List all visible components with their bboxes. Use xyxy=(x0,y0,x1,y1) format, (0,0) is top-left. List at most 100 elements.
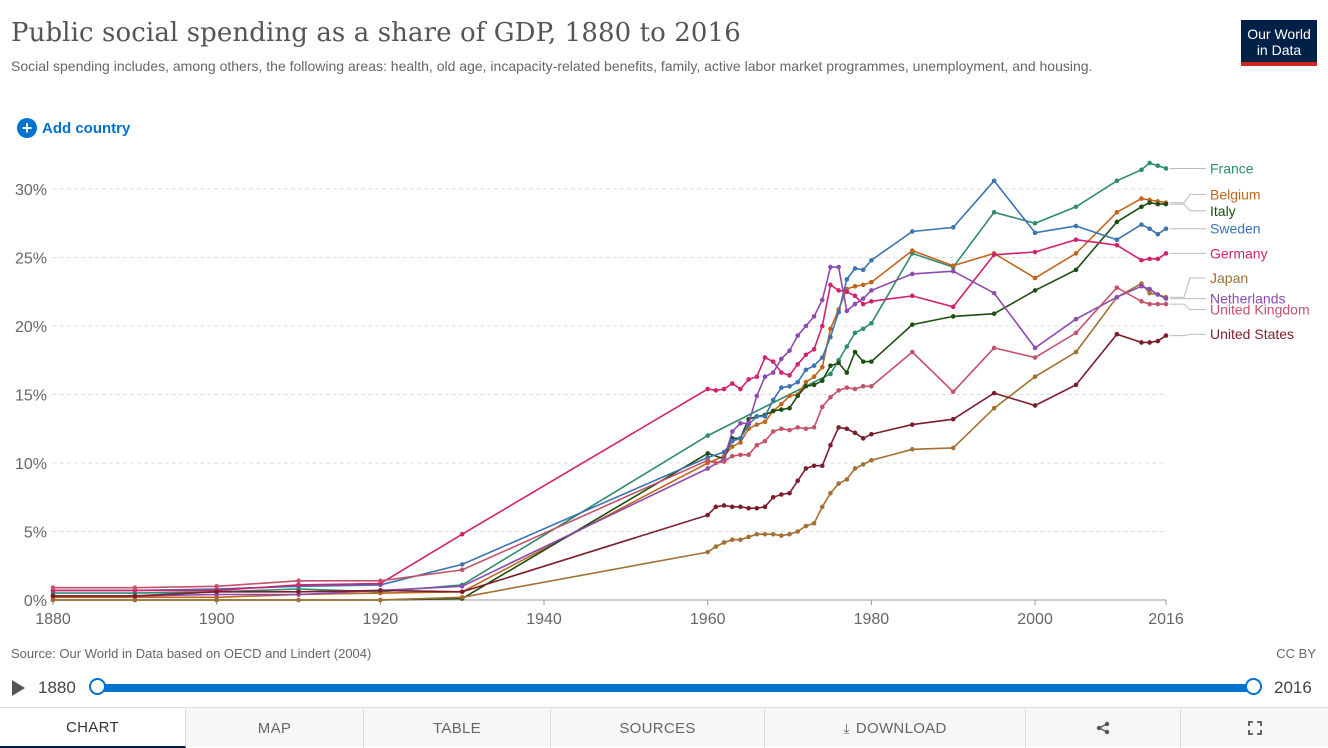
data-point[interactable] xyxy=(844,344,850,349)
data-point[interactable] xyxy=(803,367,809,373)
data-point[interactable] xyxy=(860,462,866,467)
data-point[interactable] xyxy=(1147,226,1152,232)
data-point[interactable] xyxy=(721,540,727,545)
data-point[interactable] xyxy=(991,209,997,215)
data-point[interactable] xyxy=(910,293,915,299)
data-point[interactable] xyxy=(721,459,727,464)
data-point[interactable] xyxy=(991,405,997,411)
series-label-sweden[interactable]: Sweden xyxy=(1210,221,1261,237)
tab-sources[interactable]: SOURCES xyxy=(551,708,765,748)
data-point[interactable] xyxy=(991,390,997,396)
data-point[interactable] xyxy=(1163,251,1169,256)
data-point[interactable] xyxy=(762,355,768,360)
data-point[interactable] xyxy=(1139,299,1144,304)
data-point[interactable] xyxy=(787,348,792,353)
data-point[interactable] xyxy=(869,288,874,293)
data-point[interactable] xyxy=(1032,345,1038,351)
data-point[interactable] xyxy=(910,422,915,427)
data-point[interactable] xyxy=(819,355,825,360)
data-point[interactable] xyxy=(779,426,784,432)
data-point[interactable] xyxy=(746,534,751,540)
tab-chart[interactable]: CHART xyxy=(0,708,186,748)
data-point[interactable] xyxy=(754,414,760,419)
data-point[interactable] xyxy=(459,567,465,573)
data-point[interactable] xyxy=(860,436,866,441)
data-point[interactable] xyxy=(1139,196,1144,201)
data-point[interactable] xyxy=(1114,209,1120,215)
timeline-end-handle[interactable] xyxy=(1245,678,1262,695)
data-point[interactable] xyxy=(770,397,776,403)
data-point[interactable] xyxy=(950,445,956,451)
data-point[interactable] xyxy=(1114,331,1120,337)
data-point[interactable] xyxy=(132,585,138,590)
data-point[interactable] xyxy=(1032,220,1038,226)
data-point[interactable] xyxy=(950,268,956,274)
data-point[interactable] xyxy=(852,283,858,289)
series-line-sweden[interactable] xyxy=(53,179,1167,592)
series-line-netherlands[interactable] xyxy=(53,266,1167,597)
data-point[interactable] xyxy=(828,442,833,448)
data-point[interactable] xyxy=(1139,167,1144,173)
data-point[interactable] xyxy=(713,544,719,549)
data-point[interactable] xyxy=(950,314,956,319)
data-point[interactable] xyxy=(836,388,841,393)
data-point[interactable] xyxy=(50,593,56,599)
data-point[interactable] xyxy=(803,323,809,329)
data-point[interactable] xyxy=(787,531,792,537)
data-point[interactable] xyxy=(869,383,874,389)
data-point[interactable] xyxy=(378,588,383,593)
data-point[interactable] xyxy=(819,504,825,510)
data-point[interactable] xyxy=(746,452,751,458)
data-point[interactable] xyxy=(844,308,850,314)
data-point[interactable] xyxy=(860,296,866,301)
data-point[interactable] xyxy=(836,360,841,366)
data-point[interactable] xyxy=(1073,349,1079,355)
data-point[interactable] xyxy=(869,257,874,263)
data-point[interactable] xyxy=(754,374,760,379)
data-point[interactable] xyxy=(1147,301,1152,307)
data-point[interactable] xyxy=(828,371,833,377)
data-point[interactable] xyxy=(910,447,915,452)
data-point[interactable] xyxy=(811,425,817,430)
tab-share[interactable] xyxy=(1026,708,1181,748)
data-point[interactable] xyxy=(1073,330,1079,336)
data-point[interactable] xyxy=(844,277,850,282)
data-point[interactable] xyxy=(844,385,850,390)
data-point[interactable] xyxy=(705,457,711,463)
data-point[interactable] xyxy=(762,504,768,510)
data-point[interactable] xyxy=(754,393,760,399)
data-point[interactable] xyxy=(869,457,874,463)
data-point[interactable] xyxy=(713,460,719,466)
tab-fullscreen[interactable] xyxy=(1181,708,1328,748)
owid-logo[interactable]: Our World in Data xyxy=(1241,20,1317,66)
data-point[interactable] xyxy=(746,505,751,511)
data-point[interactable] xyxy=(836,425,841,430)
data-point[interactable] xyxy=(819,378,825,384)
data-point[interactable] xyxy=(787,393,792,399)
data-point[interactable] xyxy=(296,597,301,603)
data-point[interactable] xyxy=(991,252,997,258)
license-link[interactable]: CC BY xyxy=(1276,646,1316,661)
data-point[interactable] xyxy=(1114,294,1120,300)
data-point[interactable] xyxy=(910,248,915,253)
data-point[interactable] xyxy=(1073,382,1079,388)
data-point[interactable] xyxy=(1139,257,1144,263)
data-point[interactable] xyxy=(828,334,833,340)
tab-table[interactable]: TABLE xyxy=(364,708,551,748)
data-point[interactable] xyxy=(214,584,219,589)
data-point[interactable] xyxy=(729,504,735,510)
data-point[interactable] xyxy=(762,531,768,537)
data-point[interactable] xyxy=(729,438,735,444)
series-label-belgium[interactable]: Belgium xyxy=(1210,186,1261,202)
data-point[interactable] xyxy=(214,589,219,595)
data-point[interactable] xyxy=(770,494,776,500)
data-point[interactable] xyxy=(811,363,817,369)
data-point[interactable] xyxy=(738,452,743,458)
tab-map[interactable]: MAP xyxy=(186,708,364,748)
data-point[interactable] xyxy=(991,290,997,296)
data-point[interactable] xyxy=(869,299,874,304)
data-point[interactable] xyxy=(836,288,841,293)
data-point[interactable] xyxy=(787,405,792,411)
data-point[interactable] xyxy=(721,503,727,508)
data-point[interactable] xyxy=(214,597,219,603)
